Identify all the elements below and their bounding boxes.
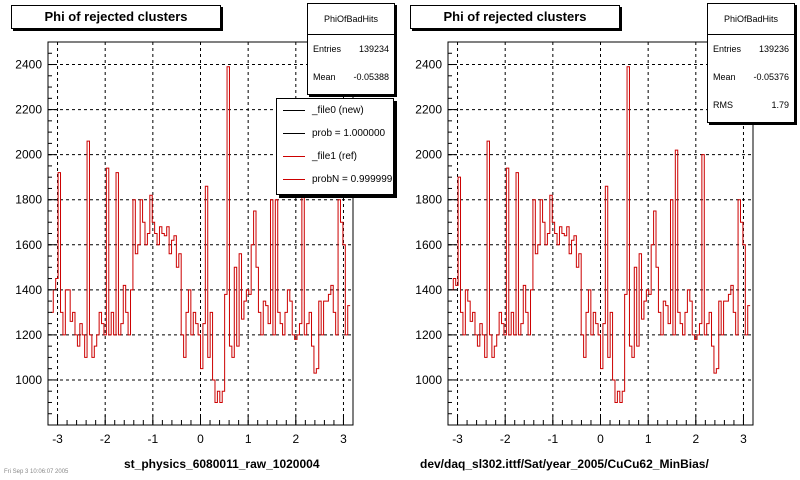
chart-title-text: Phi of rejected clusters	[443, 9, 587, 24]
y-tick-label: 1200	[415, 328, 442, 342]
legend-label: probN = 0.999999	[312, 174, 393, 185]
y-tick-label: 2000	[15, 148, 42, 162]
stats-label: Mean	[713, 72, 736, 82]
y-tick-label: 2200	[15, 103, 42, 117]
legend[interactable]: _file0 (new) prob = 1.000000 _file1 (ref…	[276, 98, 394, 195]
stats-row-mean: Mean -0.05388	[308, 63, 394, 91]
stats-label: RMS	[713, 100, 733, 110]
x-tick-label: -1	[548, 432, 559, 446]
stats-name: PhiOfBadHits	[708, 4, 794, 35]
histogram-series	[50, 66, 351, 403]
x-tick-label: -3	[52, 432, 63, 446]
y-tick-label: 2400	[415, 58, 442, 72]
legend-swatch	[283, 179, 305, 180]
x-axis-caption: st_physics_6080011_raw_1020004	[124, 457, 320, 471]
stats-label: Mean	[313, 72, 336, 82]
stats-row-rms: RMS 1.79	[708, 91, 794, 119]
y-tick-label: 1400	[15, 283, 42, 297]
y-tick-label: 1800	[15, 193, 42, 207]
histogram-panel-ref: 1000 1200 1400 1600 1800 2000 2200 2400 -3 -2 -1 0 1…	[400, 0, 800, 480]
stats-label: Entries	[713, 44, 742, 54]
x-tick-label: 1	[245, 432, 252, 446]
stats-row-mean: Mean -0.05376	[708, 63, 794, 91]
legend-entry: probN = 0.999999	[277, 168, 393, 191]
chart-title: Phi of rejected clusters	[11, 5, 221, 29]
stats-label: Entries	[313, 44, 342, 54]
stats-row-entries: Entries 139236	[708, 35, 794, 63]
stats-value: -0.05376	[753, 72, 789, 82]
footer-timestamp: Fri Sep 3 10:06:07 2005	[4, 469, 69, 475]
legend-swatch	[283, 110, 305, 111]
y-tick-label: 2000	[415, 148, 442, 162]
x-tick-label: -2	[100, 432, 111, 446]
legend-label: _file1 (ref)	[312, 151, 358, 162]
x-tick-label: 1	[645, 432, 652, 446]
y-tick-label: 1000	[15, 373, 42, 387]
x-tick-label: 2	[292, 432, 299, 446]
legend-label: _file0 (new)	[312, 105, 364, 116]
stats-row-entries: Entries 139234	[308, 35, 394, 63]
legend-swatch	[283, 156, 305, 157]
chart-title-text: Phi of rejected clusters	[44, 9, 188, 24]
legend-label: prob = 1.000000	[312, 128, 386, 139]
x-axis-caption: dev/daq_sl302.ittf/Sat/year_2005/CuCu62_…	[420, 457, 709, 471]
histogram-panel-new: 1000 1200 1400 1600 1800 2000 2200 2400 -3 -2 -1 0 1…	[0, 0, 400, 480]
y-tick-label: 1200	[15, 328, 42, 342]
x-tick-label: 0	[597, 432, 604, 446]
legend-entry: _file1 (ref)	[277, 145, 393, 168]
x-tick-label: 2	[692, 432, 699, 446]
stats-box[interactable]: PhiOfBadHits Entries 139234 Mean -0.0538…	[307, 3, 395, 95]
y-tick-label: 1800	[415, 193, 442, 207]
stats-box[interactable]: PhiOfBadHits Entries 139236 Mean -0.0537…	[707, 3, 795, 123]
histogram-plot-new[interactable]: 1000 1200 1400 1600 1800 2000 2200 2400 -3 -2 -1 0 1…	[0, 0, 400, 480]
legend-swatch	[283, 133, 305, 134]
histogram-plot-ref[interactable]: 1000 1200 1400 1600 1800 2000 2200 2400 -3 -2 -1 0 1…	[400, 0, 800, 480]
x-tick-label: -1	[148, 432, 159, 446]
x-tick-label: 3	[340, 432, 347, 446]
x-tick-label: -3	[452, 432, 463, 446]
histogram-series	[450, 66, 751, 403]
stats-value: 139236	[758, 44, 789, 54]
y-tick-label: 1000	[415, 373, 442, 387]
stats-value: 139234	[358, 44, 389, 54]
legend-entry: _file0 (new)	[277, 99, 393, 122]
x-tick-label: 0	[197, 432, 204, 446]
stats-name: PhiOfBadHits	[308, 4, 394, 35]
stats-value: 1.79	[771, 100, 789, 110]
y-tick-label: 1600	[415, 238, 442, 252]
y-tick-label: 1400	[415, 283, 442, 297]
legend-entry: prob = 1.000000	[277, 122, 393, 145]
chart-title: Phi of rejected clusters	[410, 5, 620, 29]
y-tick-label: 2200	[415, 103, 442, 117]
y-tick-label: 1600	[15, 238, 42, 252]
y-tick-label: 2400	[15, 58, 42, 72]
stats-value: -0.05388	[353, 72, 389, 82]
x-tick-label: 3	[740, 432, 747, 446]
x-tick-label: -2	[500, 432, 511, 446]
